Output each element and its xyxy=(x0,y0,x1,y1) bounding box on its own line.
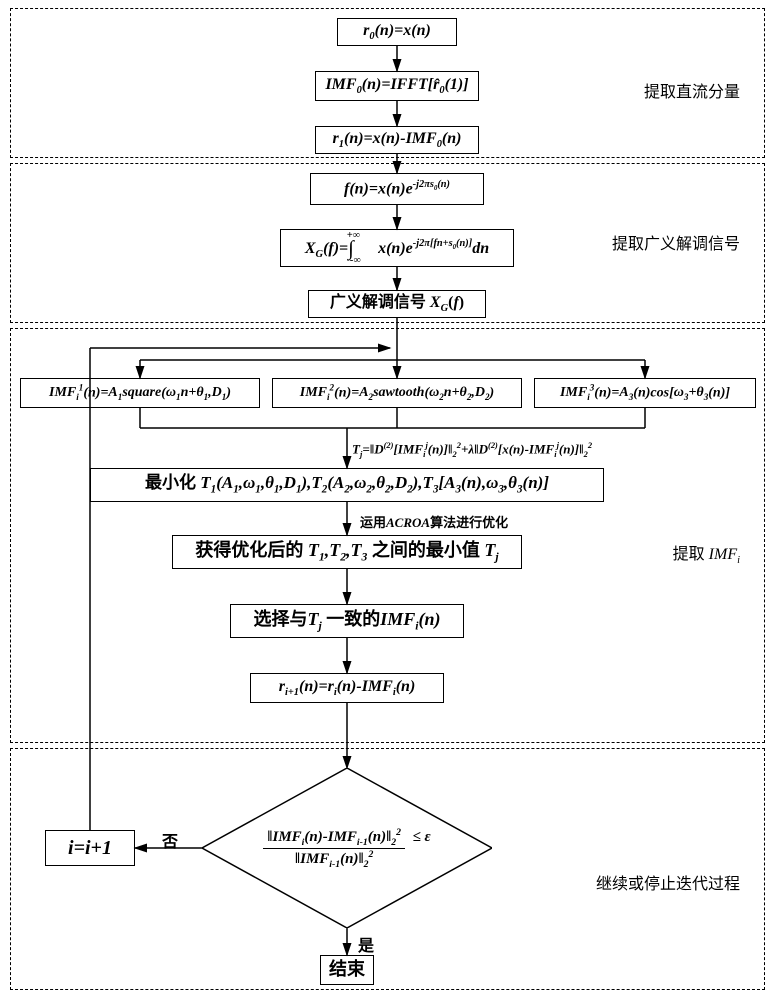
node-r1: r1(n)=x(n)-IMF0(n) xyxy=(315,126,479,154)
node-imf0: IMF0(n)=IFFT[r̂0(1)] xyxy=(315,71,479,101)
eq-inc: i=i+1 xyxy=(68,836,112,860)
eq-r1: r1(n)=x(n)-IMF0(n) xyxy=(333,129,462,152)
eq-imf0: IMF0(n)=IFFT[r̂0(1)] xyxy=(325,75,468,98)
no-label: 否 xyxy=(162,828,178,852)
node-xg-int: XG(f)=∫-∞+∞x(n)e-j2π[fn+s0(n)]dn xyxy=(280,229,514,267)
node-obtain-min: 获得优化后的 T1,T2,T3 之间的最小值 Tj xyxy=(172,535,522,569)
node-imf3: IMFi3(n)=A3(n)cos[ω3+θ3(n)] xyxy=(534,378,756,408)
node-minimize: 最小化 T1(A1,ω1,θ1,D1),T2(A2,ω2,θ2,D2),T3[A… xyxy=(90,468,604,502)
eq-imf2: IMFi2(n)=A2sawtooth(ω2n+θ2,D2) xyxy=(300,383,494,403)
eq-imf3: IMFi3(n)=A3(n)cos[ω3+θ3(n)] xyxy=(560,383,730,403)
eq-ri1: ri+1(n)=ri(n)-IMFi(n) xyxy=(279,677,416,700)
txt-select: 选择与Tj 一致的IMFi(n) xyxy=(253,609,440,634)
tj-formula: Tj=‖D(2)[IMFij(n)]‖22+λ‖D(2)[x(n)-IMFij(… xyxy=(352,440,592,459)
node-ri1: ri+1(n)=ri(n)-IMFi(n) xyxy=(250,673,444,703)
eq-cond: ‖IMFi(n)-IMFi-1(n)‖22 ‖IMFi-1(n)‖22 ≤ ε xyxy=(263,827,430,870)
node-end: 结束 xyxy=(320,955,374,985)
node-imf1: IMFi1(n)=A1square(ω1n+θ1,D1) xyxy=(20,378,260,408)
node-fn: f(n)=x(n)e-j2πs0(n) xyxy=(310,173,484,205)
txt-end: 结束 xyxy=(329,959,365,981)
decision-converge: ‖IMFi(n)-IMFi-1(n)‖22 ‖IMFi-1(n)‖22 ≤ ε xyxy=(202,768,492,928)
node-select-imf: 选择与Tj 一致的IMFi(n) xyxy=(230,604,464,638)
txt-xg: 广义解调信号 XG(f) xyxy=(330,293,464,316)
yes-label: 是 xyxy=(358,932,374,956)
txt-obtain: 获得优化后的 T1,T2,T3 之间的最小值 Tj xyxy=(195,540,498,565)
acroa-note: 运用ACROA算法进行优化 xyxy=(360,512,508,531)
stage4-label: 继续或停止迭代过程 xyxy=(596,870,740,894)
node-xg-signal: 广义解调信号 XG(f) xyxy=(308,290,486,318)
eq-min: 最小化 T1(A1,ω1,θ1,D1),T2(A2,ω2,θ2,D2),T3[A… xyxy=(145,473,549,497)
eq-r0: r0(n)=x(n) xyxy=(363,21,431,44)
eq-imf1: IMFi1(n)=A1square(ω1n+θ1,D1) xyxy=(49,383,231,403)
stage2-label: 提取广义解调信号 xyxy=(612,230,740,254)
stage1-label: 提取直流分量 xyxy=(644,78,740,102)
node-r0: r0(n)=x(n) xyxy=(337,18,457,46)
eq-xg: XG(f)=∫-∞+∞x(n)e-j2π[fn+s0(n)]dn xyxy=(305,235,489,262)
node-imf2: IMFi2(n)=A2sawtooth(ω2n+θ2,D2) xyxy=(272,378,522,408)
node-increment: i=i+1 xyxy=(45,830,135,866)
stage3-label: 提取 IMFi xyxy=(673,540,740,566)
eq-fn: f(n)=x(n)e-j2πs0(n) xyxy=(344,179,450,199)
